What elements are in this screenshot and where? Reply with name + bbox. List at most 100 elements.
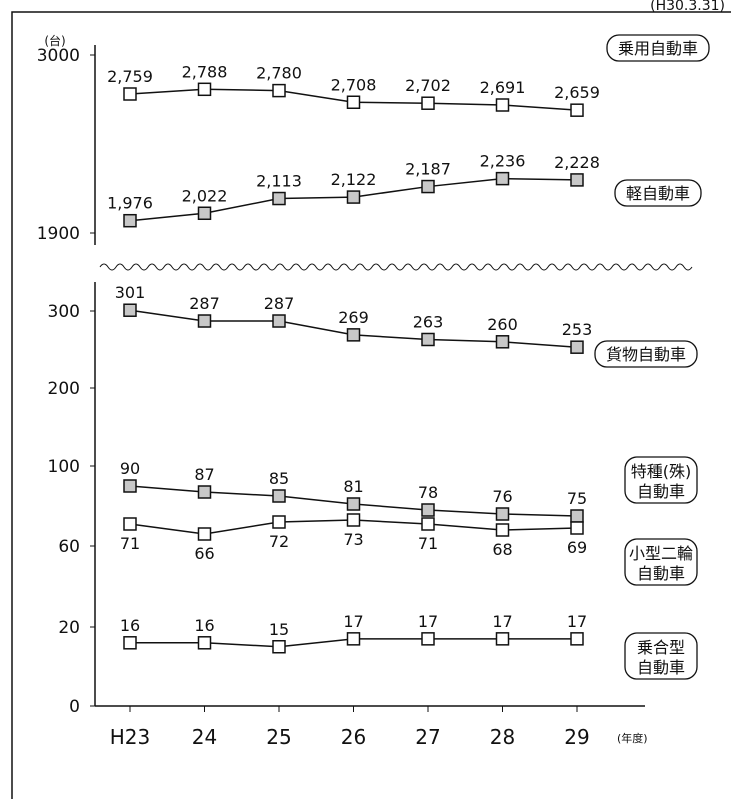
data-label: 1,976 [107, 194, 153, 213]
data-point-special-vehicle [346, 497, 361, 511]
data-label: 2,788 [182, 62, 228, 81]
data-point-bus-vehicle [272, 640, 286, 654]
x-tick-label: 27 [415, 725, 440, 749]
data-point-small-motorcycle [495, 523, 510, 537]
data-point-freight-vehicle [570, 340, 584, 354]
data-point-freight-vehicle [421, 332, 435, 347]
data-label: 17 [418, 612, 438, 631]
data-label: 90 [120, 459, 140, 478]
data-label: 73 [343, 530, 363, 549]
data-label: 87 [194, 465, 214, 484]
data-label: 17 [492, 612, 512, 631]
chart-frame [11, 11, 731, 799]
data-label: 301 [115, 283, 146, 302]
data-point-small-motorcycle [123, 517, 137, 531]
x-tick-label: 24 [192, 725, 217, 749]
data-label: 85 [269, 469, 289, 488]
data-label: 2,780 [256, 64, 302, 83]
data-label: 17 [343, 612, 363, 631]
x-tick-label: 25 [266, 725, 291, 749]
data-point-bus-vehicle [197, 636, 212, 650]
y-tick-label: 300 [48, 302, 80, 322]
unit-label: (台) [44, 33, 65, 48]
data-label: 2,759 [107, 67, 153, 86]
data-point-bus-vehicle [495, 632, 510, 646]
data-label: 2,708 [331, 75, 377, 94]
fiscal-year-label: (年度) [617, 731, 648, 745]
data-label: 16 [120, 616, 140, 635]
y-tick-label: 60 [58, 537, 80, 557]
data-label: 2,187 [405, 160, 451, 179]
data-label: 66 [194, 544, 214, 563]
data-point-special-vehicle [123, 479, 137, 493]
data-point-passenger-car [272, 83, 286, 98]
axis-break-wave [99, 263, 693, 271]
data-label: 2,702 [405, 76, 451, 95]
legend-label-special-vehicle: 自動車 [637, 482, 685, 501]
data-point-light-vehicle [272, 191, 286, 206]
data-label: 81 [343, 477, 363, 496]
as-of-date-label: (H30.3.31) [650, 0, 725, 14]
data-point-passenger-car [197, 82, 212, 97]
data-point-special-vehicle [421, 503, 435, 517]
data-label: 69 [567, 538, 587, 557]
data-point-special-vehicle [495, 507, 510, 521]
data-point-light-vehicle [197, 206, 212, 221]
data-point-bus-vehicle [123, 636, 137, 650]
data-point-bus-vehicle [570, 632, 584, 646]
legend-label-passenger-car: 乗用自動車 [618, 39, 698, 58]
data-label: 16 [194, 616, 214, 635]
data-label: 78 [418, 483, 438, 502]
data-label: 68 [492, 540, 512, 559]
x-tick-label: 28 [490, 725, 515, 749]
y-tick-label: 20 [58, 618, 80, 638]
data-point-small-motorcycle [570, 521, 584, 535]
data-point-light-vehicle [570, 173, 584, 187]
data-label: 75 [567, 489, 587, 508]
data-label: 2,022 [182, 186, 228, 205]
legend-label-bus-vehicle: 自動車 [637, 658, 685, 677]
data-point-small-motorcycle [346, 513, 361, 527]
data-label: 71 [418, 534, 438, 553]
data-label: 287 [189, 294, 220, 313]
data-point-small-motorcycle [421, 517, 435, 531]
data-label: 253 [562, 320, 593, 339]
data-label: 2,236 [480, 152, 526, 171]
data-point-bus-vehicle [346, 632, 361, 646]
data-point-passenger-car [421, 96, 435, 110]
data-label: 2,659 [554, 83, 600, 102]
legend-box-freight-vehicle [594, 340, 698, 368]
legend-box-bus-vehicle [624, 632, 698, 680]
legend-label-bus-vehicle: 乗合型 [637, 638, 685, 657]
data-label: 269 [338, 308, 369, 327]
legend-label-light-vehicle: 軽自動車 [626, 184, 690, 203]
legend-label-small-motorcycle: 自動車 [637, 564, 685, 583]
legend-box-special-vehicle [624, 456, 698, 504]
legend-box-light-vehicle [614, 179, 702, 207]
legend-label-small-motorcycle: 小型二輪 [629, 544, 693, 563]
data-point-passenger-car [495, 98, 510, 112]
data-label: 2,122 [331, 170, 377, 189]
data-point-light-vehicle [346, 190, 361, 204]
data-point-special-vehicle [570, 509, 584, 523]
data-label: 287 [264, 294, 295, 313]
x-tick-label: 29 [564, 725, 589, 749]
x-tick-label: 26 [341, 725, 366, 749]
y-tick-label: 3000 [37, 46, 80, 66]
data-point-special-vehicle [272, 489, 286, 503]
data-point-light-vehicle [495, 171, 510, 186]
data-label: 260 [487, 315, 518, 334]
legend-label-freight-vehicle: 貨物自動車 [606, 345, 686, 364]
data-label: 76 [492, 487, 512, 506]
data-label: 263 [413, 312, 444, 331]
data-label: 17 [567, 612, 587, 631]
data-point-special-vehicle [197, 485, 212, 499]
y-tick-label: 1900 [37, 224, 80, 244]
data-label: 2,691 [480, 78, 526, 97]
data-point-light-vehicle [123, 213, 137, 228]
data-point-small-motorcycle [272, 515, 286, 529]
data-point-small-motorcycle [197, 527, 212, 541]
